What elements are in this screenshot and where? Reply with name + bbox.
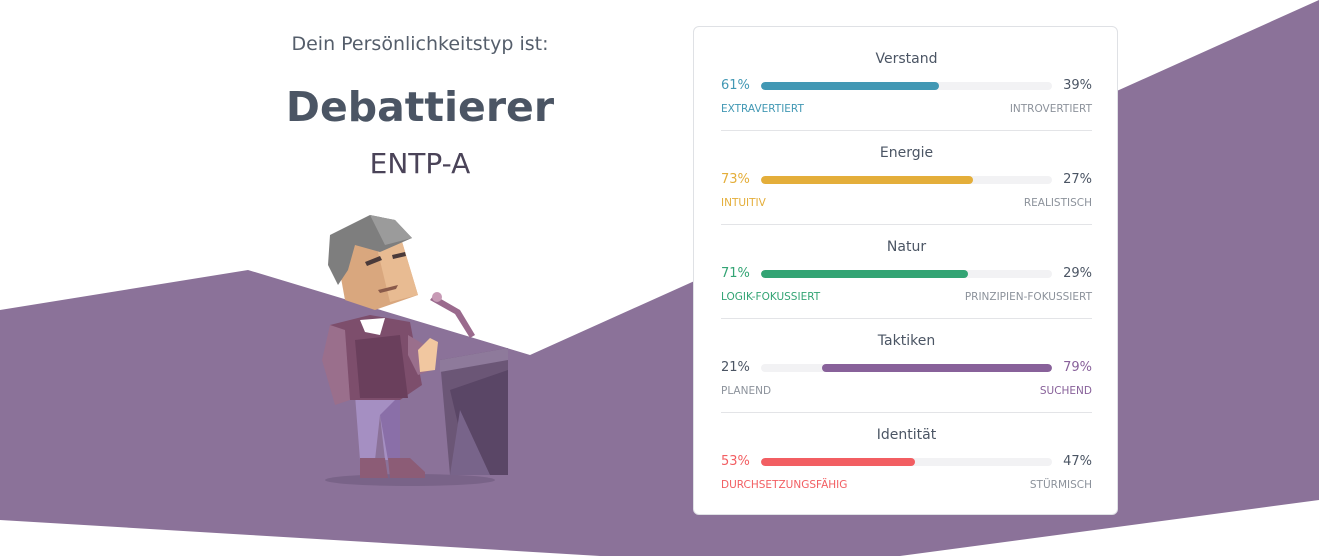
trait-title: Verstand <box>875 51 938 67</box>
trait-divider <box>721 224 1092 225</box>
trait-left-label: INTUITIV <box>721 197 766 209</box>
trait-bar-track <box>761 458 1052 466</box>
trait-divider <box>721 130 1092 131</box>
trait-right-percent: 39% <box>1063 78 1092 93</box>
trait-bar-track <box>761 364 1052 372</box>
trait-card: Verstand 61% 39% EXTRAVERTIERT INTROVERT… <box>693 26 1118 515</box>
trait-energie: Energie 73% 27% INTUITIV REALISTISCH <box>721 121 1092 225</box>
trait-bar-fill <box>761 270 968 278</box>
trait-bar-fill <box>761 458 916 466</box>
trait-left-percent: 21% <box>721 360 750 375</box>
trait-verstand: Verstand 61% 39% EXTRAVERTIERT INTROVERT… <box>721 27 1092 131</box>
trait-left-label: LOGIK-FOKUSSIERT <box>721 291 821 303</box>
trait-taktiken: Taktiken 21% 79% PLANEND SUCHEND <box>721 309 1092 413</box>
trait-right-label: PRINZIPIEN-FOKUSSIERT <box>964 291 1092 303</box>
trait-natur: Natur 71% 29% LOGIK-FOKUSSIERT PRINZIPIE… <box>721 215 1092 319</box>
trait-right-label: STÜRMISCH <box>1029 479 1092 491</box>
trait-left-label: PLANEND <box>721 385 772 397</box>
personality-type-name: Debattierer <box>285 83 555 131</box>
trait-title: Identität <box>876 427 937 443</box>
trait-right-percent: 47% <box>1063 454 1092 469</box>
trait-left-label: EXTRAVERTIERT <box>721 103 804 115</box>
personality-type-code: ENTP-A <box>369 147 471 180</box>
trait-divider <box>721 318 1092 319</box>
trait-left-percent: 73% <box>721 172 750 187</box>
trait-bar-track <box>761 176 1052 184</box>
trait-bar-track <box>761 82 1052 90</box>
trait-title: Natur <box>886 239 927 255</box>
trait-bar-fill <box>761 82 939 90</box>
trait-title: Energie <box>879 145 934 161</box>
trait-bar-fill <box>822 364 1052 372</box>
trait-right-label: SUCHEND <box>1039 385 1092 397</box>
trait-right-percent: 29% <box>1063 266 1092 281</box>
trait-divider <box>721 412 1092 413</box>
trait-right-label: INTROVERTIERT <box>1009 103 1092 115</box>
trait-right-percent: 27% <box>1063 172 1092 187</box>
trait-right-percent: 79% <box>1063 360 1092 375</box>
trait-left-percent: 53% <box>721 454 750 469</box>
result-intro: Dein Persönlichkeitstyp ist: <box>291 33 549 55</box>
trait-left-percent: 71% <box>721 266 750 281</box>
trait-bar-track <box>761 270 1052 278</box>
trait-right-label: REALISTISCH <box>1023 197 1092 209</box>
trait-left-label: DURCHSETZUNGSFÄHIG <box>721 479 848 491</box>
trait-identitaet: Identität 53% 47% DURCHSETZUNGSFÄHIG STÜ… <box>721 403 1092 497</box>
trait-title: Taktiken <box>877 333 936 349</box>
trait-bar-fill <box>761 176 974 184</box>
debater-illustration <box>322 215 508 486</box>
trait-left-percent: 61% <box>721 78 750 93</box>
